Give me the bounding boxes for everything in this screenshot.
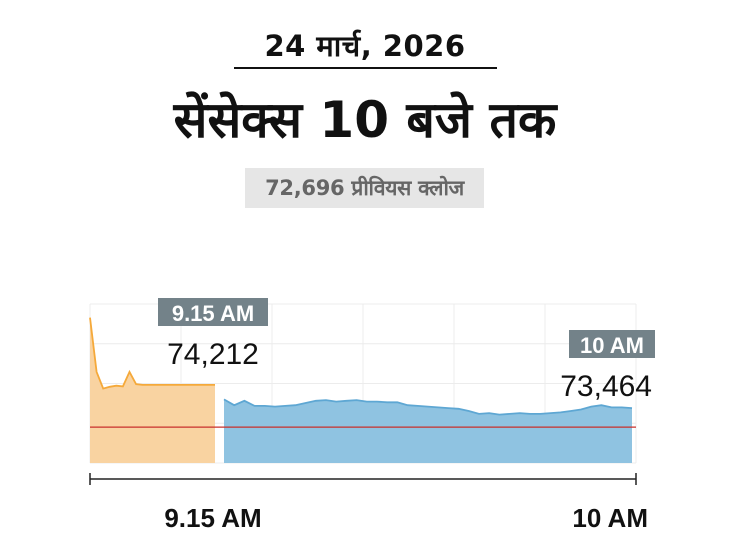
end-time-tag-label: 10 AM [580,333,644,358]
start-value-label: 74,212 [167,338,259,371]
session-area [224,399,632,463]
end-time-tag [569,330,655,358]
end-value-label: 73,464 [560,370,652,403]
chart-title: सेंसेक्स 10 बजे तक [173,91,557,149]
date-underline [234,67,497,69]
start-time-tag-label: 9.15 AM [172,301,254,326]
previous-close-badge: 72,696 प्रीवियस क्लोज [245,168,484,208]
pre-open-line [89,317,215,390]
x-axis-end-label: 10 AM [572,503,648,533]
session-line [223,398,633,416]
start-time-tag [158,298,268,326]
chart-date: 24 मार्च, 2026 [264,29,466,63]
x-axis-start-label: 9.15 AM [164,503,261,533]
